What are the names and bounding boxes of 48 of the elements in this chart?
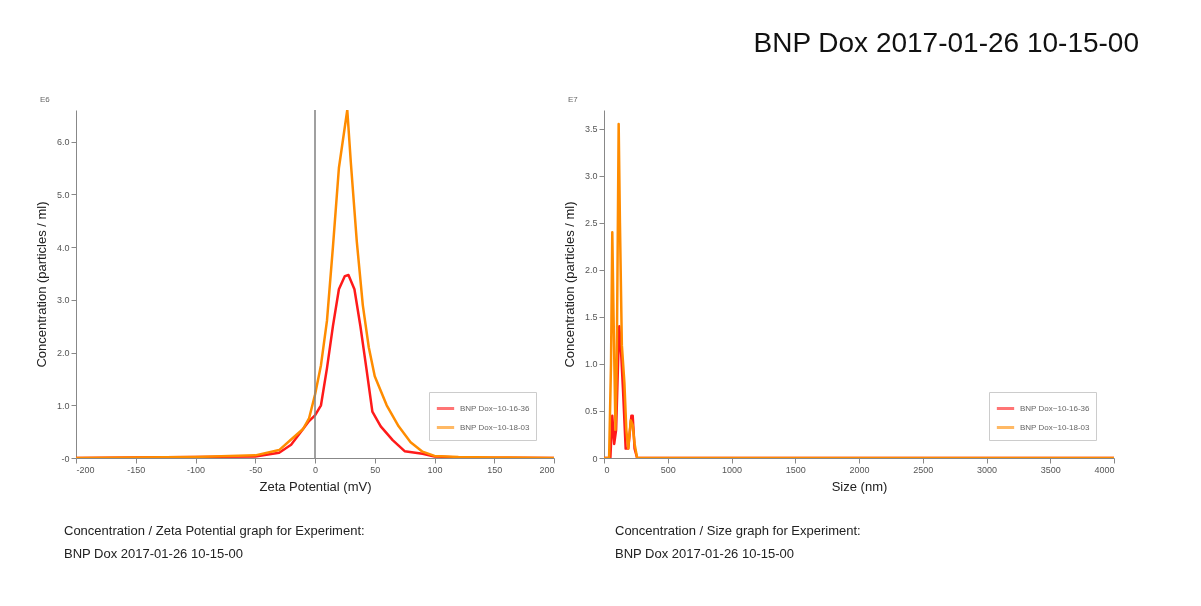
x-tick-label: 500 — [660, 464, 676, 475]
y-tick-label: 1.5 — [584, 312, 598, 323]
y-tick-label: -0 — [61, 453, 70, 464]
x-tick-label: -50 — [249, 464, 263, 475]
y-tick-label: 5.0 — [56, 189, 70, 200]
x-tick-label: 3000 — [976, 464, 998, 475]
legend-label: BNP Dox~10-18-03 — [1020, 422, 1090, 432]
x-tick-label: 200 — [539, 464, 555, 475]
x-tick-label: 100 — [427, 464, 443, 475]
x-tick-label: -200 — [76, 464, 95, 475]
chart-title: BNP Dox 2017-01-26 10-15-00 — [753, 27, 1139, 58]
x-tick-label: 2000 — [849, 464, 870, 475]
y-tick-label: 3.0 — [56, 295, 70, 306]
x-tick-label: 3500 — [1040, 464, 1061, 475]
text: BNP Dox 2017-01-26 10-15-00 — [615, 546, 794, 561]
y-tick-label: 2.0 — [584, 265, 598, 276]
y-axis-title: Concentration (particles / ml) — [561, 201, 577, 368]
x-axis-title: Zeta Potential (mV) — [259, 478, 372, 494]
x-tick-label: 1000 — [721, 464, 743, 475]
y-tick-label: 2.0 — [56, 348, 70, 359]
text: Concentration / Size graph for Experiment: — [615, 523, 861, 538]
text: E6 — [40, 95, 51, 104]
x-tick-label: 50 — [370, 464, 381, 475]
x-tick-label: -100 — [186, 464, 206, 475]
text: E7 — [568, 95, 579, 104]
legend-label: BNP Dox~10-18-03 — [460, 422, 530, 432]
text: Concentration / Zeta Potential graph for Experiment: — [64, 523, 365, 538]
y-axis-title: Concentration (particles / ml) — [33, 201, 49, 368]
y-tick-label: 3.0 — [584, 171, 598, 182]
x-tick-label: 4000 — [1094, 464, 1115, 475]
x-axis-title: Size (nm) — [831, 478, 888, 494]
legend-label: BNP Dox~10-16-36 — [460, 403, 530, 413]
y-tick-label: 6.0 — [56, 137, 70, 148]
y-tick-label: 2.5 — [584, 218, 598, 229]
x-tick-label: 150 — [487, 464, 503, 475]
x-tick-label: 2500 — [913, 464, 934, 475]
y-tick-label: 1.0 — [584, 359, 598, 370]
x-tick-label: -150 — [127, 464, 146, 475]
x-tick-label: 1500 — [785, 464, 806, 475]
text: BNP Dox 2017-01-26 10-15-00 — [64, 546, 243, 561]
y-tick-label: 4.0 — [56, 242, 70, 253]
y-tick-label: 0 — [592, 453, 598, 464]
legend-label: BNP Dox~10-16-36 — [1020, 403, 1090, 413]
y-tick-label: 0.5 — [584, 406, 598, 417]
x-tick-label: 0 — [312, 464, 319, 475]
y-tick-label: 3.5 — [584, 124, 598, 135]
y-tick-label: 1.0 — [56, 400, 70, 411]
x-tick-label: 0 — [604, 464, 610, 475]
